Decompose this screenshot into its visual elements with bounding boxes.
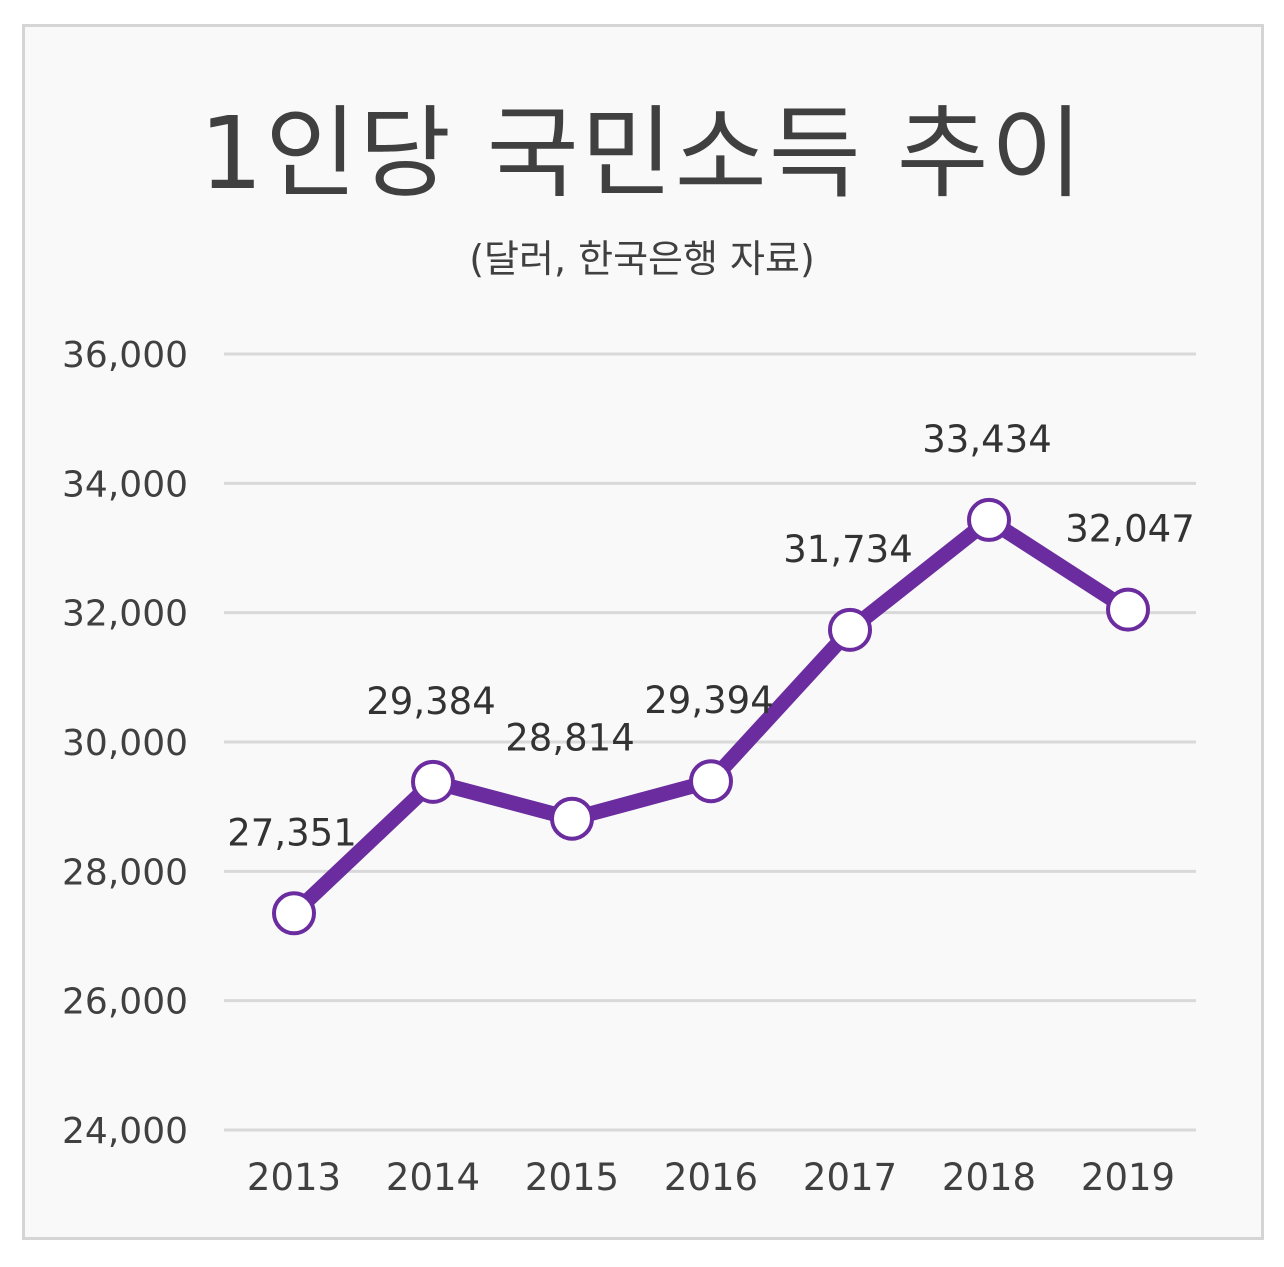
data-label: 29,384 bbox=[366, 680, 495, 723]
x-tick-label: 2017 bbox=[803, 1156, 897, 1199]
y-tick-label: 32,000 bbox=[62, 594, 188, 635]
data-label: 31,734 bbox=[783, 528, 912, 571]
data-point bbox=[1106, 587, 1150, 632]
data-label: 32,047 bbox=[1065, 508, 1194, 551]
data-point bbox=[272, 891, 316, 936]
data-label: 33,434 bbox=[922, 418, 1051, 461]
y-tick-label: 30,000 bbox=[62, 723, 188, 764]
x-tick-label: 2018 bbox=[942, 1156, 1036, 1199]
gridlines bbox=[224, 352, 1196, 1132]
y-axis-ticks: 24,000 26,000 28,000 30,000 32,000 34,000 36,0… bbox=[62, 335, 188, 1152]
x-tick-label: 2013 bbox=[247, 1156, 341, 1199]
data-point bbox=[411, 759, 455, 804]
y-tick-label: 24,000 bbox=[62, 1111, 188, 1152]
data-label: 28,814 bbox=[505, 717, 634, 760]
y-tick-label: 34,000 bbox=[62, 464, 188, 505]
x-axis-ticks: 2013 2014 2015 2016 2017 2018 2019 bbox=[247, 1156, 1175, 1199]
x-tick-label: 2019 bbox=[1081, 1156, 1175, 1199]
y-tick-label: 26,000 bbox=[62, 982, 188, 1023]
data-point bbox=[967, 497, 1011, 542]
y-tick-label: 36,000 bbox=[62, 335, 188, 376]
data-point bbox=[828, 607, 872, 652]
data-label: 29,394 bbox=[644, 679, 773, 722]
x-tick-label: 2016 bbox=[664, 1156, 758, 1199]
series-markers bbox=[272, 497, 1150, 936]
chart-subtitle: (달러, 한국은행 자료) bbox=[469, 237, 815, 281]
chart-title: 1인당 국민소득 추이 bbox=[199, 95, 1085, 212]
data-label: 27,351 bbox=[227, 811, 356, 854]
y-tick-label: 28,000 bbox=[62, 852, 188, 893]
chart-frame bbox=[22, 24, 1264, 1240]
x-tick-label: 2014 bbox=[386, 1156, 480, 1199]
data-point bbox=[550, 796, 594, 841]
data-point bbox=[689, 759, 733, 804]
x-tick-label: 2015 bbox=[525, 1156, 619, 1199]
